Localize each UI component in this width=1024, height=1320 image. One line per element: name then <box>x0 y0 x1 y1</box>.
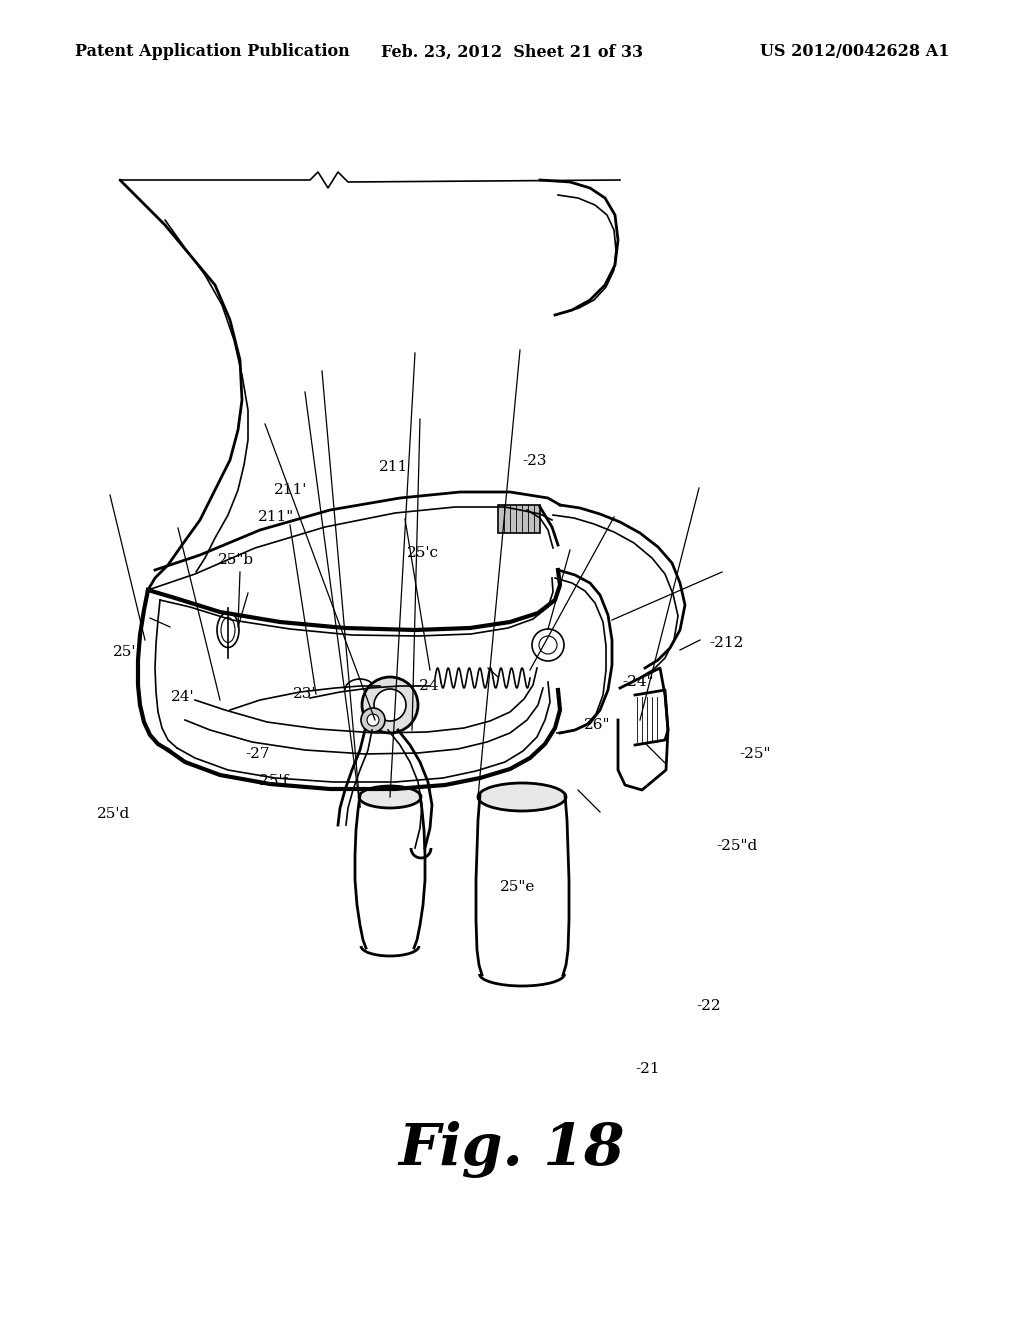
Ellipse shape <box>221 618 234 643</box>
Text: 211': 211' <box>274 483 308 496</box>
Circle shape <box>367 714 379 726</box>
Bar <box>498 506 540 533</box>
Text: 24': 24' <box>171 690 195 704</box>
Text: 211": 211" <box>258 511 294 524</box>
Text: 25'c: 25'c <box>407 546 438 560</box>
Text: 25'd: 25'd <box>97 808 130 821</box>
Text: 26": 26" <box>584 718 610 731</box>
Text: -22: -22 <box>696 999 721 1012</box>
Text: -21: -21 <box>635 1063 659 1076</box>
Text: 25"e: 25"e <box>500 880 536 894</box>
Text: -24': -24' <box>415 680 443 693</box>
Text: -25'f: -25'f <box>254 775 288 788</box>
Text: -212: -212 <box>710 636 744 649</box>
Text: -25": -25" <box>739 747 771 760</box>
Text: -23: -23 <box>522 454 547 467</box>
Text: 25': 25' <box>113 645 136 659</box>
Text: -27: -27 <box>246 747 270 760</box>
Circle shape <box>361 708 385 733</box>
Ellipse shape <box>478 783 566 810</box>
Ellipse shape <box>217 612 239 648</box>
Circle shape <box>362 677 418 733</box>
Text: US 2012/0042628 A1: US 2012/0042628 A1 <box>761 44 950 61</box>
Text: -25"d: -25"d <box>717 840 758 853</box>
Text: Patent Application Publication: Patent Application Publication <box>75 44 350 61</box>
Text: 211: 211 <box>379 461 409 474</box>
Text: Feb. 23, 2012  Sheet 21 of 33: Feb. 23, 2012 Sheet 21 of 33 <box>381 44 643 61</box>
Text: 25"b: 25"b <box>218 553 254 566</box>
Circle shape <box>539 636 557 653</box>
Ellipse shape <box>359 785 421 808</box>
Circle shape <box>532 630 564 661</box>
Text: 23': 23' <box>293 688 316 701</box>
Circle shape <box>374 689 406 721</box>
Text: Fig. 18: Fig. 18 <box>398 1122 626 1179</box>
Text: -24": -24" <box>623 676 654 689</box>
